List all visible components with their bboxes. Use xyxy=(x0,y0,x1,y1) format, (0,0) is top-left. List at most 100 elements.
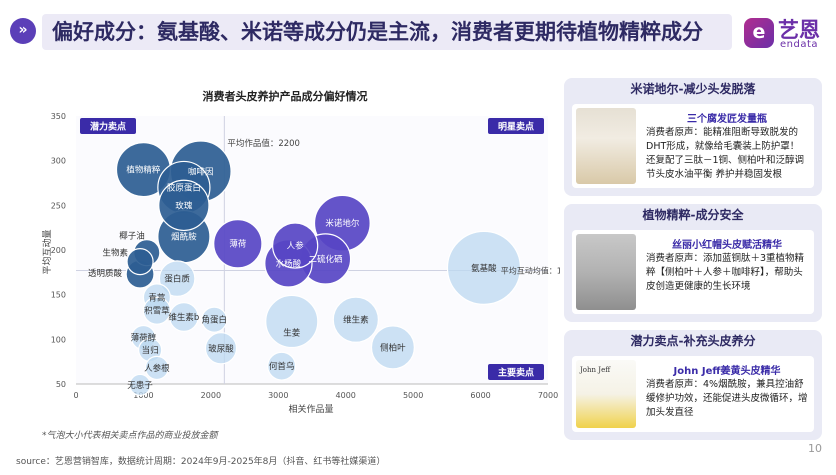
bubble-label: 薄荷 xyxy=(229,239,247,250)
x-tick-label: 4000 xyxy=(336,391,356,400)
bubble xyxy=(265,294,319,349)
bubble-label: 侧柏叶 xyxy=(380,342,406,353)
bubble-label: 生姜 xyxy=(283,327,301,338)
bubble-label: 积雪草 xyxy=(144,306,170,317)
panel-title: 植物精粹-成分安全 xyxy=(642,208,744,222)
bubble-label: 玫瑰 xyxy=(175,200,193,211)
x-tick-label: 7000 xyxy=(538,391,558,400)
product-image: John Jeff xyxy=(576,360,636,428)
bubble xyxy=(446,230,522,305)
endata-logo: e 艺恩 endata xyxy=(744,14,830,54)
panel-minoxidil: 米诺地尔-减少头发脱落 三个腐发匠发量瓶 消费者原声：能精准阻断导致脱发的DHT… xyxy=(564,78,822,196)
logo-text-en: endata xyxy=(780,39,819,50)
quadrant-label-main-bg xyxy=(488,364,544,380)
bubble-label: 咖啡因 xyxy=(188,166,214,177)
bubble-label: 蛋白质 xyxy=(164,274,190,285)
source-note: source：艺恩营销智库，数据统计周期：2024年9月-2025年8月（抖音、… xyxy=(16,457,386,467)
bubble xyxy=(126,247,154,276)
bubble-label: 米诺地尔 xyxy=(325,218,360,229)
bubble-label: 薄荷醇 xyxy=(131,333,157,344)
chart-footnote: *气泡大小代表相关卖点作品的商业投放金额 xyxy=(42,431,218,441)
product-name: 三个腐发匠发量瓶 xyxy=(687,114,767,125)
page-number: 10 xyxy=(808,442,822,455)
bubble-label: 透明质酸 xyxy=(88,268,123,279)
bubble-label: 青蒿 xyxy=(148,292,165,303)
quadrant-label-potential-bg xyxy=(80,118,136,134)
bubble-label: 何首乌 xyxy=(269,361,295,372)
product-image xyxy=(576,108,636,184)
bubble xyxy=(168,302,199,332)
panel-title: 潜力卖点-补充头皮养分 xyxy=(630,334,756,348)
bubble-chart: 消费者头皮养护产品成分偏好情况 0 1000 2000 3000 4000 5000 600… xyxy=(0,78,572,428)
product-name: 丝丽小红帽头皮赋活精华 xyxy=(672,240,782,251)
bubble xyxy=(204,332,238,365)
product-name: John Jeff姜黄头皮精华 xyxy=(673,366,781,377)
bubble xyxy=(213,219,263,269)
y-tick-label: 50 xyxy=(56,380,66,389)
quadrant-label-main: 主要卖点 xyxy=(498,367,534,379)
y-tick-label: 100 xyxy=(51,335,66,344)
page-title: 偏好成分：氨基酸、米诺等成分仍是主流，消费者更期待植物精粹成分 xyxy=(42,14,732,50)
y-mean-label: 平均互动均值：177 xyxy=(501,266,560,276)
bubble-label: 烟酰胺 xyxy=(171,232,197,243)
panel-card: 三个腐发匠发量瓶 消费者原声：能精准阻断导致脱发的DHT形成，就像给毛囊装上防护… xyxy=(572,104,814,188)
bubble xyxy=(129,373,152,396)
bubble-label: 人参 xyxy=(287,241,305,252)
quadrant-label-star-bg xyxy=(488,118,544,134)
bubble-chart-svg: 消费者头皮养护产品成分偏好情况 0 1000 2000 3000 4000 5000 600… xyxy=(41,89,572,415)
bubble-label: 生物素 xyxy=(103,248,129,259)
x-tick-label: 1000 xyxy=(133,391,153,400)
bubble-label: 水杨酸 xyxy=(276,258,302,269)
x-mean-label: 平均作品值：2200 xyxy=(227,138,300,149)
quadrant-label-potential: 潜力卖点 xyxy=(90,121,126,133)
bubble-label: 维生素 xyxy=(343,315,369,326)
product-brand-text: John Jeff xyxy=(580,366,611,374)
bubble-label: 植物精粹 xyxy=(126,165,161,176)
bubble-label: 玻尿酸 xyxy=(208,343,234,354)
bubble xyxy=(271,222,319,269)
consumer-quote: 消费者原声：4%烟酰胺，兼具控油舒缓修护功效，还能促进头皮微循环，增加头发直径 xyxy=(646,379,808,418)
bubble xyxy=(144,355,170,381)
panel-card: John Jeff John Jeff姜黄头皮精华 消费者原声：4%烟酰胺，兼具… xyxy=(572,356,814,432)
logo-text-cn: 艺恩 xyxy=(778,18,820,42)
quadrant-label-star: 明星卖点 xyxy=(498,121,534,133)
panel-potential: 潜力卖点-补充头皮养分 John Jeff John Jeff姜黄头皮精华 消费… xyxy=(564,330,822,440)
y-axis-label: 平均互动量 xyxy=(41,229,53,274)
y-tick-label: 300 xyxy=(51,157,66,166)
panel-plant-extract: 植物精粹-成分安全 丝丽小红帽头皮赋活精华 消费者原声：添加蓝铜肽＋3重植物精粹… xyxy=(564,204,822,322)
bubble-label: 二硫化硒 xyxy=(308,254,343,265)
x-tick-label: 3000 xyxy=(268,391,288,400)
panel-title: 米诺地尔-减少头发脱落 xyxy=(630,82,756,96)
product-image xyxy=(576,234,636,310)
chart-title: 消费者头皮养护产品成分偏好情况 xyxy=(203,89,368,103)
consumer-quote: 消费者原声：能精准阻断导致脱发的DHT形成，就像给毛囊装上防护罩！还复配了三肽－… xyxy=(646,127,805,180)
header: » 偏好成分：氨基酸、米诺等成分仍是主流，消费者更期待植物精粹成分 e 艺恩 e… xyxy=(0,0,836,64)
bubble-label: 无患子 xyxy=(127,380,153,391)
bubble-label: 氨基酸 xyxy=(471,263,497,274)
bubble xyxy=(201,306,228,333)
x-tick-label: 2000 xyxy=(201,391,221,400)
bubble xyxy=(332,296,379,343)
bubble-label: 当归 xyxy=(142,345,159,356)
bubble xyxy=(158,260,196,297)
bubble-label: 维生素b xyxy=(168,312,199,323)
bubble xyxy=(370,325,415,370)
chevron-icon: » xyxy=(10,18,36,44)
bubble-label: 椰子油 xyxy=(119,231,145,242)
y-tick-label: 250 xyxy=(51,201,66,210)
bubble-label: 人参根 xyxy=(144,363,170,374)
bubble-label: 胶原蛋白 xyxy=(167,182,201,193)
bubble xyxy=(267,351,297,381)
bubble xyxy=(142,296,171,325)
x-tick-label: 6000 xyxy=(470,391,490,400)
y-tick-label: 150 xyxy=(51,291,66,300)
panel-card: 丝丽小红帽头皮赋活精华 消费者原声：添加蓝铜肽＋3重植物精粹【侧柏叶＋人参＋咖啡… xyxy=(572,230,814,314)
x-tick-label: 0 xyxy=(73,391,78,400)
bubble xyxy=(158,179,210,232)
consumer-quote: 消费者原声：添加蓝铜肽＋3重植物精粹【侧柏叶＋人参＋咖啡籽】，帮助头皮创造更健康… xyxy=(646,253,805,292)
bubble-label: 角蛋白 xyxy=(201,315,227,326)
x-tick-label: 5000 xyxy=(403,391,423,400)
y-tick-label: 350 xyxy=(51,112,66,121)
logo-mark-icon: e xyxy=(744,18,774,48)
y-tick-label: 200 xyxy=(51,246,66,255)
